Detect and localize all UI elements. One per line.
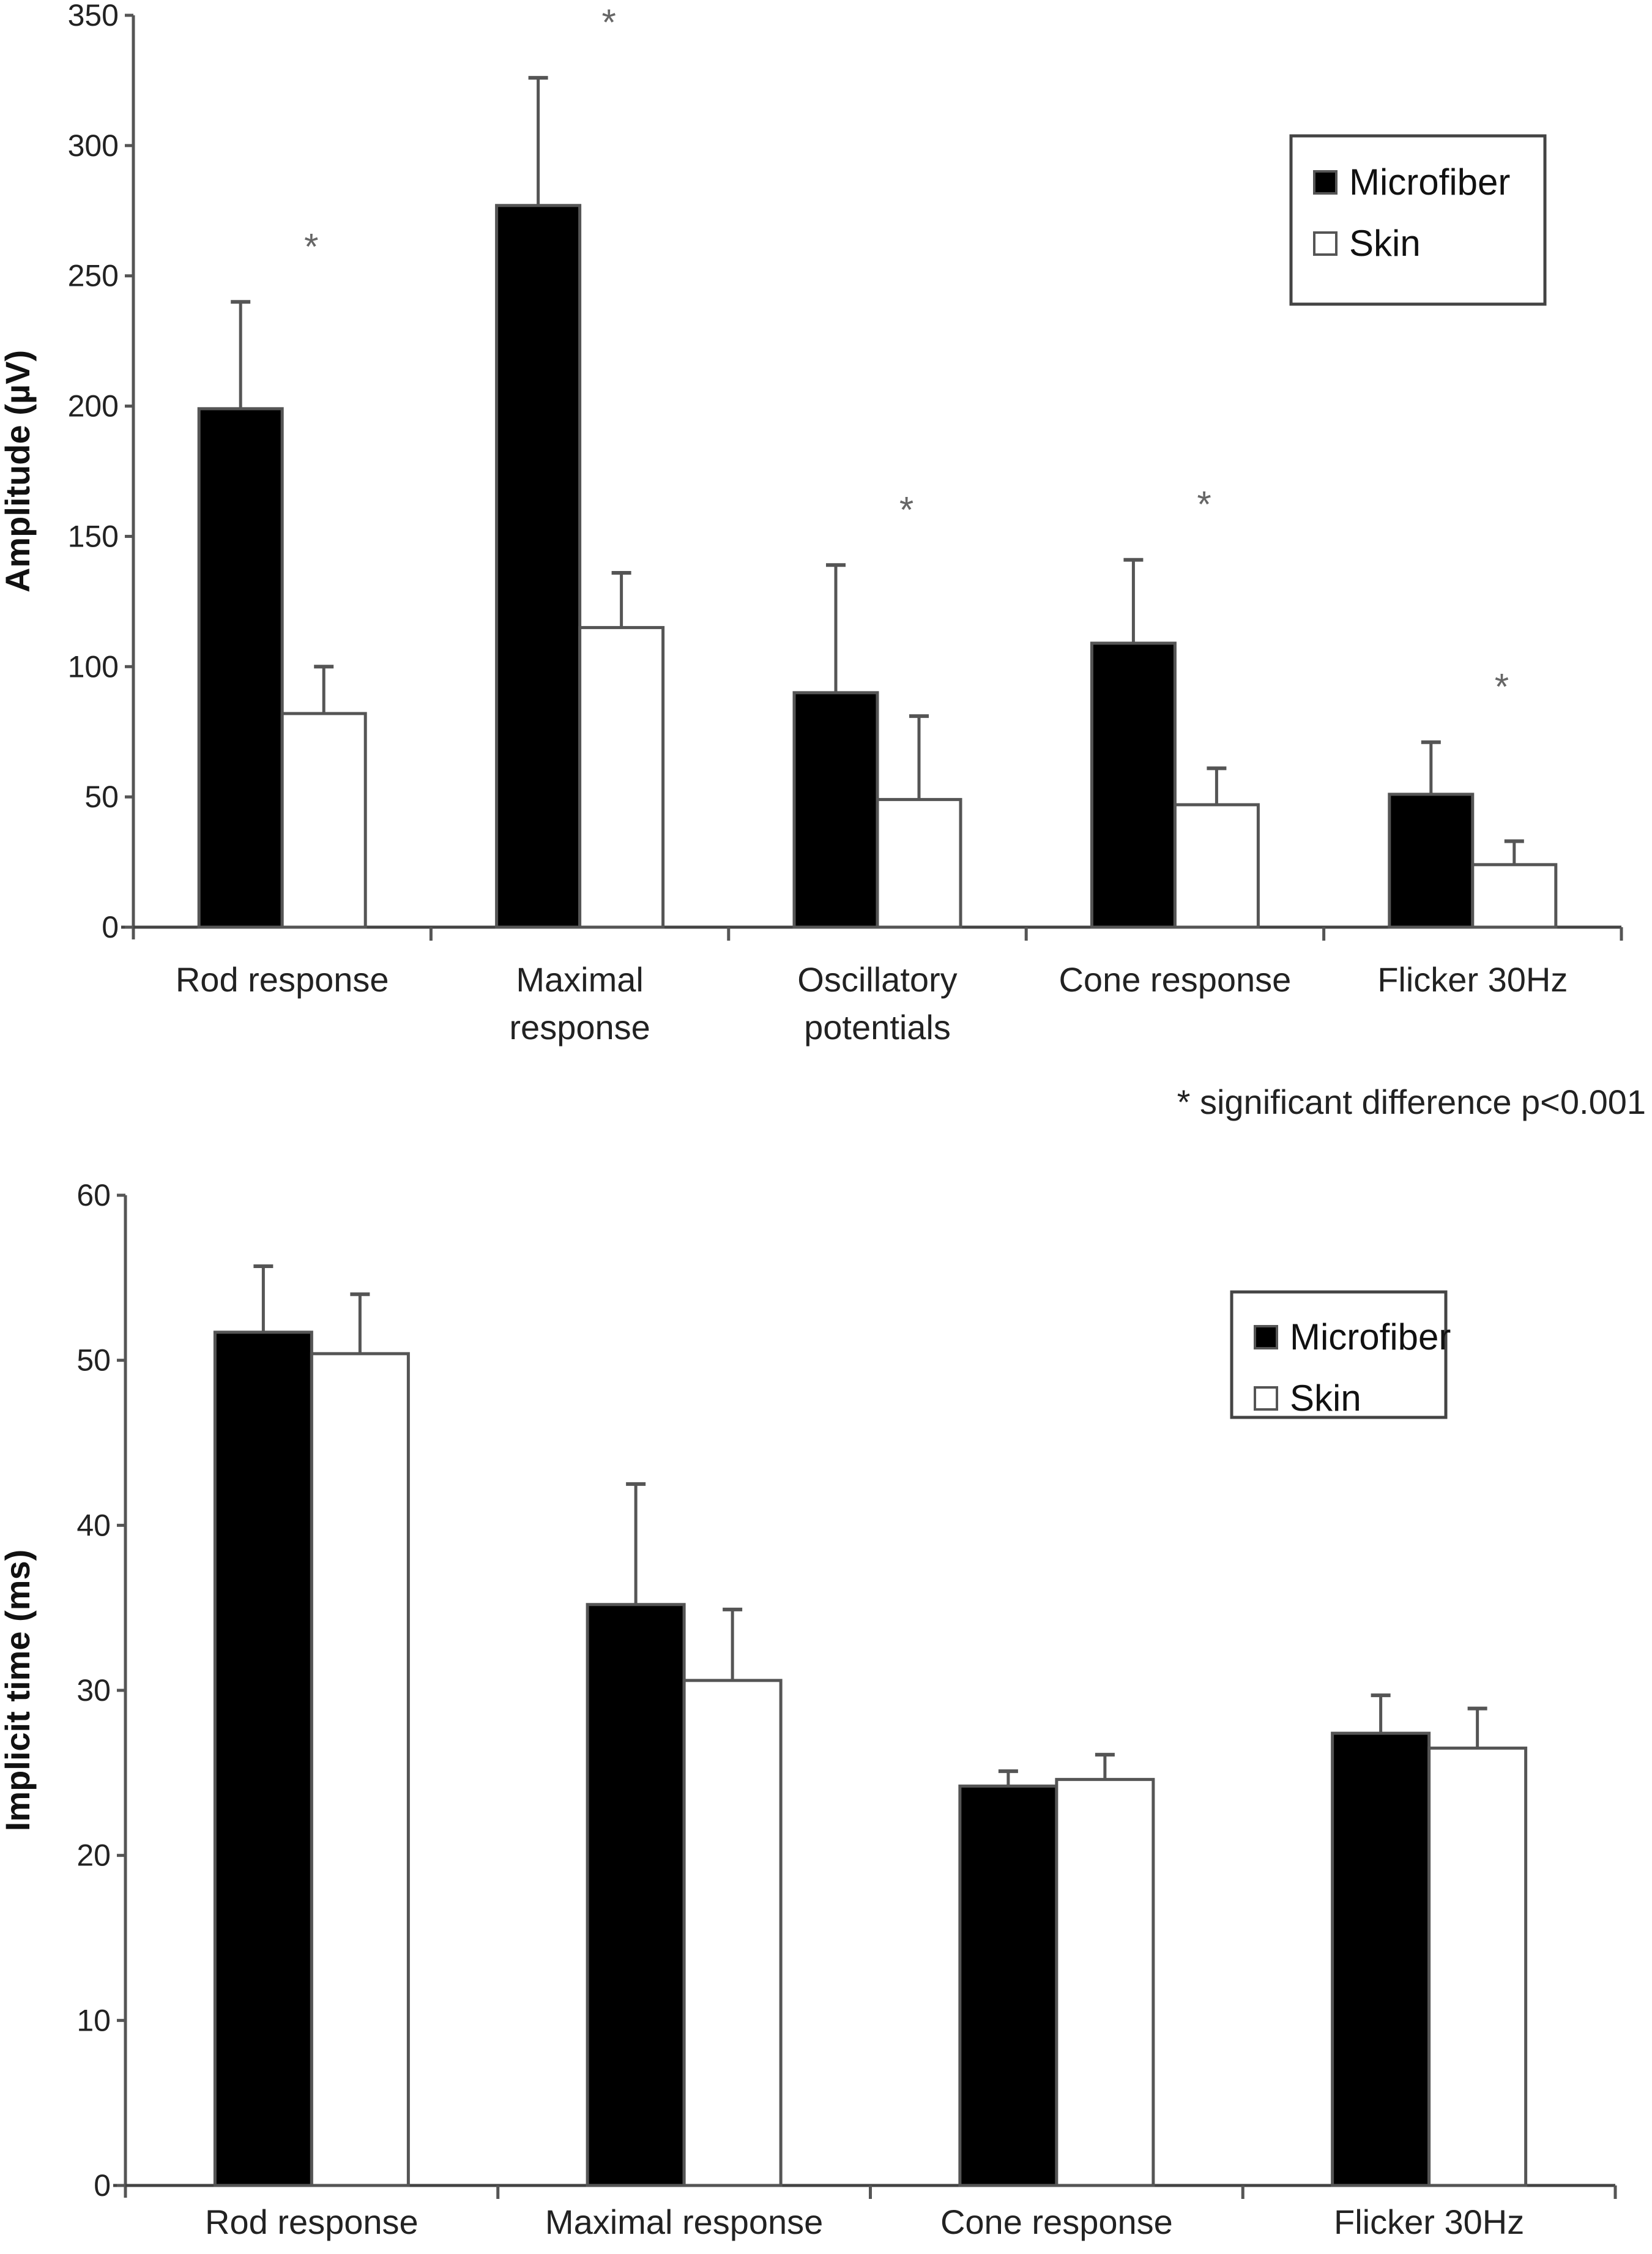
y-tick-label: 50 xyxy=(76,1343,111,1378)
y-tick-label: 0 xyxy=(102,910,119,944)
x-category-label: Cone response xyxy=(940,2203,1173,2241)
y-tick-label: 50 xyxy=(84,780,119,814)
bar-skin xyxy=(1471,863,1558,929)
y-tick-label: 250 xyxy=(68,259,119,293)
bar-microfiber xyxy=(958,1784,1059,2187)
bar-microfiber xyxy=(197,407,284,929)
legend-box xyxy=(1289,134,1547,306)
bar-microfiber xyxy=(1090,641,1177,929)
y-tick-label: 60 xyxy=(76,1178,111,1212)
bar-microfiber xyxy=(1331,1731,1431,2187)
y-tick-label: 20 xyxy=(76,1838,111,1873)
x-category-label: Rod response xyxy=(205,2203,419,2241)
bar-skin xyxy=(578,625,665,929)
bar-microfiber xyxy=(213,1330,313,2187)
bar-skin xyxy=(1427,1746,1528,2187)
y-tick-label: 0 xyxy=(94,2168,111,2203)
bar-microfiber xyxy=(792,691,879,929)
significance-marker: * xyxy=(602,2,616,43)
legend-swatch-microfiber xyxy=(1254,1325,1278,1349)
legend-swatch-microfiber xyxy=(1313,170,1338,195)
bar-skin xyxy=(310,1352,410,2187)
legend-label-microfiber: Microfiber xyxy=(1349,162,1510,203)
x-category-label: Flicker 30Hz xyxy=(1334,2203,1524,2241)
implicit-time-chart: 0 10 20 30 40 50 60 Implicit time (ms) Rod respo… xyxy=(0,1178,1617,2241)
legend-label-skin: Skin xyxy=(1290,1378,1361,1419)
y-tick-label: 150 xyxy=(68,519,119,553)
bar-microfiber xyxy=(586,1603,686,2187)
y-tick-label: 300 xyxy=(68,129,119,163)
legend-swatch-skin xyxy=(1254,1386,1278,1411)
x-category-label: Maximal xyxy=(516,960,643,999)
bar-microfiber xyxy=(1388,793,1475,929)
y-tick-label: 350 xyxy=(68,0,119,32)
x-category-label: potentials xyxy=(804,1008,951,1047)
y-tick-label: 30 xyxy=(76,1673,111,1707)
significance-footnote: * significant difference p<0.001 xyxy=(1177,1083,1646,1121)
y-tick-label: 10 xyxy=(76,2003,111,2037)
y-tick-label: 100 xyxy=(68,649,119,684)
bar-skin xyxy=(682,1679,783,2187)
bar-skin xyxy=(1055,1778,1155,2187)
legend-label-microfiber: Microfiber xyxy=(1290,1316,1451,1357)
x-category-label: response xyxy=(509,1008,650,1047)
y-axis-title: Amplitude (µV) xyxy=(0,350,37,592)
x-category-label: Rod response xyxy=(176,960,389,999)
y-tick-label: 200 xyxy=(68,389,119,424)
significance-marker: * xyxy=(1197,484,1211,525)
y-axis-title: Implicit time (ms) xyxy=(0,1550,37,1832)
bar-skin xyxy=(1173,803,1260,929)
bar-microfiber xyxy=(495,204,582,929)
legend-label-skin: Skin xyxy=(1349,223,1421,264)
x-category-label: Flicker 30Hz xyxy=(1377,960,1568,999)
x-category-label: Maximal response xyxy=(545,2203,823,2241)
y-tick-label: 40 xyxy=(76,1508,111,1542)
bar-skin xyxy=(280,712,367,929)
bar-skin xyxy=(876,797,962,929)
x-category-label: Cone response xyxy=(1059,960,1291,999)
significance-marker: * xyxy=(899,489,913,530)
legend-swatch-skin xyxy=(1313,231,1338,256)
significance-marker: * xyxy=(304,226,318,267)
amplitude-chart: 0 50 100 150 200 250 300 350 Amplitude (µV) * Rod … xyxy=(0,0,1646,1121)
x-category-label: Oscillatory xyxy=(797,960,957,999)
significance-marker: * xyxy=(1495,666,1509,707)
